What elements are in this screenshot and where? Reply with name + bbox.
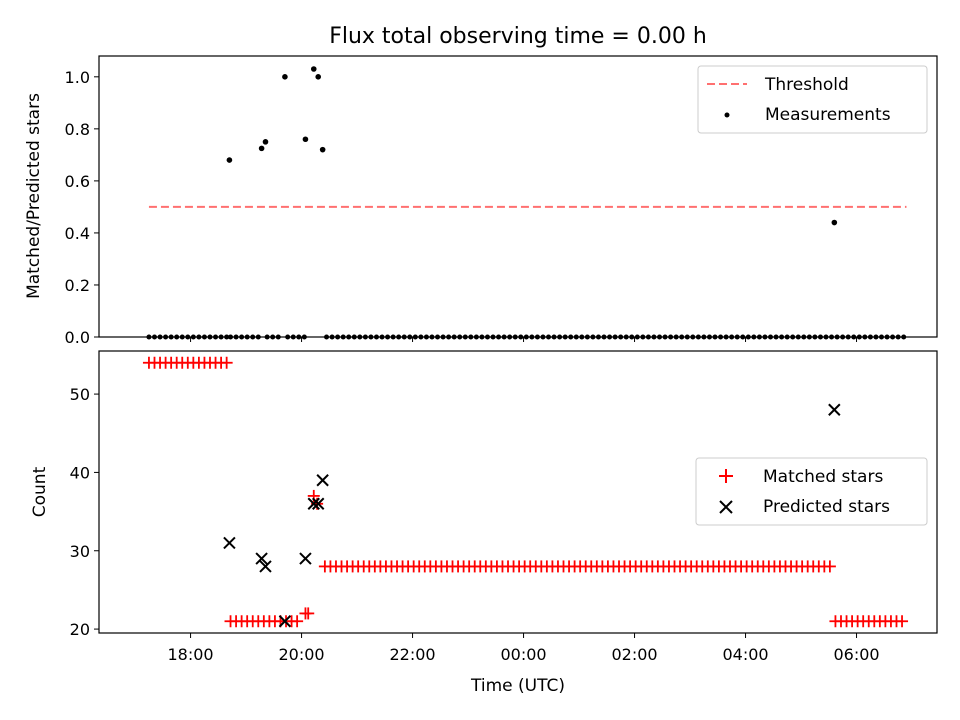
predicted-star-point (299, 552, 312, 565)
matched-star-point (896, 615, 909, 628)
x-tick-label: 22:00 (390, 645, 436, 664)
y-tick-label: 30 (70, 542, 90, 561)
predicted-legend-label: Predicted stars (763, 497, 890, 517)
measurements-legend-label: Measurements (765, 105, 891, 125)
ratio-y-label: Matched/Predicted stars (24, 93, 44, 299)
count-y-ticks: 20 30 40 50 (70, 385, 99, 639)
measurements-legend-marker (724, 112, 730, 118)
y-tick-label: 50 (70, 385, 90, 404)
matched-star-point (291, 615, 304, 628)
predicted-star-point (828, 403, 841, 416)
count-data-layer (142, 356, 909, 628)
predicted-star-point (316, 474, 329, 487)
x-tick-label: 04:00 (722, 645, 768, 664)
predicted-star-point (312, 497, 325, 510)
predicted-star-point (223, 536, 236, 550)
measurement-point (258, 145, 265, 152)
measurement-point (315, 74, 322, 80)
predicted-legend-marker (719, 500, 733, 514)
ratio-y-ticks: 0.0 0.2 0.4 0.6 0.8 1.0 (65, 68, 99, 347)
threshold-legend-label: Threshold (764, 75, 849, 95)
ratio-panel: 0.0 0.2 0.4 0.6 0.8 1.0 Matched/Predicted sta… (24, 55, 938, 347)
measurement-point (226, 157, 233, 163)
y-tick-label: 0.4 (65, 224, 90, 243)
ratio-panel-frame (98, 55, 938, 338)
y-tick-label: 40 (70, 463, 90, 482)
matched-legend-marker (719, 469, 733, 483)
y-tick-label: 1.0 (65, 68, 90, 87)
measurement-point (310, 66, 317, 72)
matched-star-point (823, 560, 836, 573)
matched-legend-label: Matched stars (763, 467, 883, 487)
count-x-ticks: 18:00 20:00 22:00 00:00 02:00 04:00 06:00 (168, 633, 880, 664)
measurement-point (302, 136, 309, 143)
ratio-x-ticks (190, 337, 858, 342)
count-y-label: Count (30, 466, 50, 517)
count-panel-frame (98, 350, 938, 634)
measurement-point (282, 74, 288, 80)
predicted-star-point (278, 615, 292, 628)
x-tick-label: 02:00 (611, 645, 657, 664)
ratio-legend: Threshold Measurements (697, 65, 928, 134)
x-tick-label: 20:00 (279, 645, 325, 664)
y-tick-label: 0.0 (65, 328, 90, 347)
x-tick-label: 06:00 (833, 645, 879, 664)
chart-title: Flux total observing time = 0.00 h (329, 24, 707, 49)
count-legend-box (695, 457, 928, 526)
y-tick-label: 20 (70, 620, 90, 639)
predicted-star-point (259, 560, 272, 573)
count-panel: 20 30 40 50 18:00 20:00 22:00 00:00 02:00 04:00 0… (30, 350, 938, 696)
count-legend: Matched stars Predicted stars (695, 457, 928, 526)
x-axis-label: Time (UTC) (470, 676, 565, 696)
ratio-legend-box (697, 65, 928, 134)
x-tick-label: 18:00 (168, 645, 214, 664)
y-tick-label: 0.2 (65, 276, 90, 295)
y-tick-label: 0.8 (65, 120, 90, 139)
matched-star-point (220, 356, 233, 369)
measurement-point (831, 219, 838, 226)
predicted-star-point (307, 497, 320, 510)
measurement-point (319, 146, 326, 153)
predicted-star-point (255, 552, 268, 565)
measurement-point (262, 139, 269, 145)
y-tick-label: 0.6 (65, 172, 90, 191)
x-tick-label: 00:00 (500, 645, 546, 664)
matched-star-point (302, 607, 315, 620)
